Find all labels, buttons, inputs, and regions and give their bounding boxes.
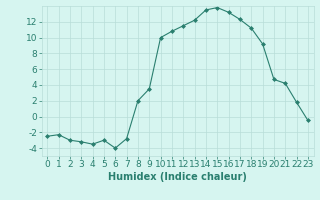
X-axis label: Humidex (Indice chaleur): Humidex (Indice chaleur) (108, 172, 247, 182)
